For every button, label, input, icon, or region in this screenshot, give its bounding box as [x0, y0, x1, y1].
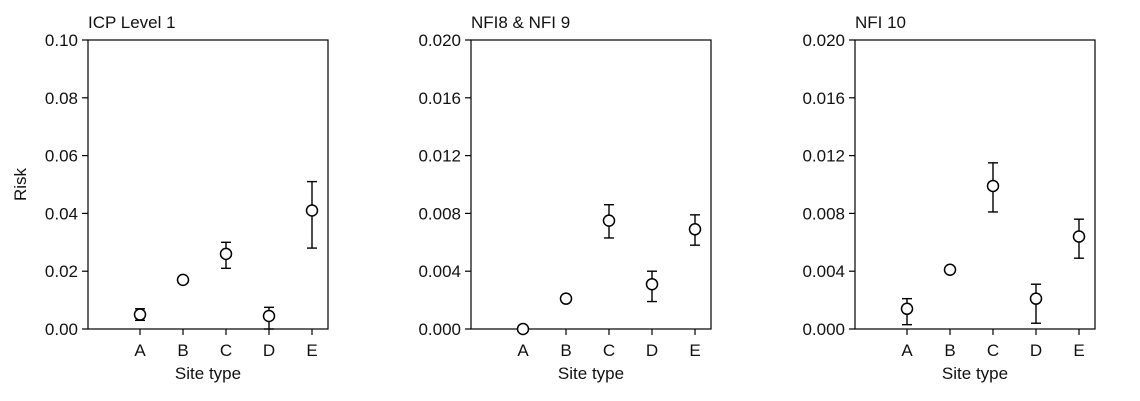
data-point [1072, 230, 1086, 243]
y-tick-label: 0.004 [418, 262, 461, 281]
x-tick-label: C [603, 341, 615, 360]
y-tick-label: 0.000 [418, 320, 461, 339]
data-point [645, 277, 659, 291]
y-tick-label: 0.012 [802, 147, 845, 166]
plot-frame [470, 39, 712, 330]
x-tick-label: A [901, 341, 913, 360]
plot-frame [87, 39, 329, 330]
x-tick-label: D [1030, 341, 1042, 360]
x-tick-label: B [560, 341, 571, 360]
data-point [986, 179, 1000, 193]
y-tick-label: 0.008 [802, 204, 845, 223]
y-tick-label: 0.02 [45, 262, 78, 281]
panel-title: NFI 10 [855, 13, 906, 32]
y-tick-label: 0.016 [418, 89, 461, 108]
y-tick-label: 0.00 [45, 320, 78, 339]
data-point [133, 308, 147, 321]
x-tick-label: A [134, 341, 146, 360]
x-tick-label: E [306, 341, 317, 360]
chart-panel-1: 0.00 0.02 0.04 0.06 0.08 0.10 A B C D E ICP Level 1… [11, 13, 329, 383]
y-tick-label: 0.000 [802, 320, 845, 339]
y-axis-title: Risk [11, 167, 30, 201]
x-tick-label: B [177, 341, 188, 360]
panel-title: ICP Level 1 [88, 13, 176, 32]
x-tick-label: A [517, 341, 529, 360]
y-tick-label: 0.020 [418, 31, 461, 50]
y-tick-label: 0.004 [802, 262, 845, 281]
y-tick-label: 0.012 [418, 147, 461, 166]
chart-panel-2: 0.000 0.004 0.008 0.012 0.016 0.020 A B C D E NFI8 … [418, 13, 712, 383]
x-tick-label: C [987, 341, 999, 360]
chart-panel-3: 0.000 0.004 0.008 0.012 0.016 0.020 A B C D E NFI 1… [802, 13, 1096, 383]
plot-frame [854, 39, 1096, 330]
y-tick-label: 0.08 [45, 89, 78, 108]
x-tick-label: D [646, 341, 658, 360]
data-point [559, 292, 573, 305]
panel-title: NFI8 & NFI 9 [471, 13, 570, 32]
y-tick-label: 0.020 [802, 31, 845, 50]
x-axis-title: Site type [175, 364, 241, 383]
y-tick-label: 0.016 [802, 89, 845, 108]
y-tick-label: 0.10 [45, 31, 78, 50]
x-tick-label: C [220, 341, 232, 360]
data-point [262, 309, 276, 323]
data-point [688, 223, 702, 236]
data-point [900, 302, 914, 316]
data-point [219, 247, 233, 261]
x-tick-label: E [689, 341, 700, 360]
data-point [943, 263, 957, 277]
y-tick-label: 0.008 [418, 204, 461, 223]
data-point [305, 204, 319, 217]
data-point [176, 273, 190, 287]
x-tick-label: B [944, 341, 955, 360]
x-axis-title: Site type [942, 364, 1008, 383]
data-point [516, 322, 530, 336]
data-point [602, 214, 616, 227]
x-axis-title: Site type [558, 364, 624, 383]
x-tick-label: D [263, 341, 275, 360]
x-tick-label: E [1073, 341, 1084, 360]
y-tick-label: 0.06 [45, 147, 78, 166]
y-tick-label: 0.04 [45, 204, 78, 223]
data-point [1029, 292, 1043, 305]
